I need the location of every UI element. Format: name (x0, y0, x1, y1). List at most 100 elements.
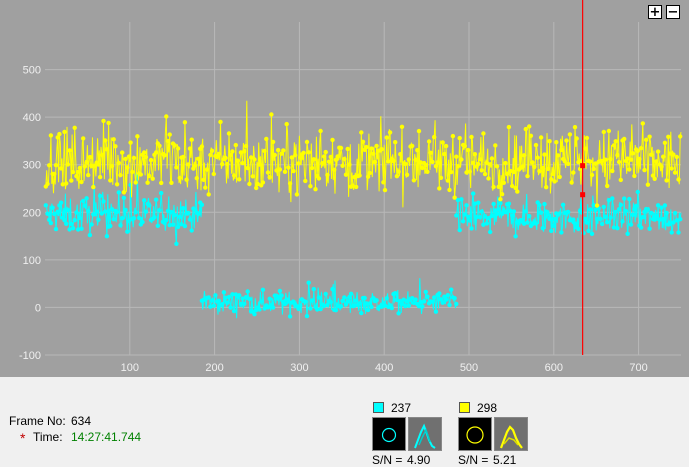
series-point (209, 148, 215, 153)
channel-2-spot-thumbnail[interactable] (458, 417, 492, 451)
series-point (125, 229, 130, 234)
series-point (399, 124, 405, 129)
series-point (318, 306, 323, 312)
series-point (199, 202, 205, 207)
series-point (481, 131, 486, 136)
series-point (240, 296, 245, 301)
series-point (467, 169, 472, 174)
series-point (106, 120, 111, 126)
series-point (386, 159, 391, 164)
series-point (462, 143, 467, 149)
series-point (342, 295, 347, 300)
series-point (404, 299, 410, 304)
zoom-out-button[interactable]: − (666, 5, 680, 20)
series-point (101, 118, 106, 124)
series-point (447, 187, 452, 193)
series-point (423, 289, 428, 295)
series-point (282, 169, 288, 174)
series-point (287, 181, 293, 186)
series-point (72, 125, 77, 130)
series-point (74, 210, 79, 215)
series-point (657, 217, 662, 222)
series-point (147, 203, 152, 208)
series-point (209, 298, 215, 303)
series-point (192, 163, 198, 168)
channel-2-trace-thumbnail[interactable] (494, 417, 528, 451)
series-point (662, 203, 668, 208)
series-line (201, 278, 457, 319)
trace-plot-panel[interactable]: -100 0 100 200 300 400 500 100 200 300 400 500 600 70… (0, 0, 689, 377)
series-point (606, 128, 612, 134)
series-point (116, 190, 122, 195)
series-point (557, 211, 562, 216)
y-tick-label: 200 (23, 207, 41, 219)
series-point (389, 305, 394, 311)
series-point (348, 291, 354, 296)
series-point (559, 230, 564, 235)
series-point (152, 215, 157, 220)
series-point (237, 293, 242, 298)
series-point (340, 163, 345, 168)
intensity-trace-chart[interactable]: -100 0 100 200 300 400 500 100 200 300 400 500 600 70… (0, 0, 689, 377)
series-point (652, 176, 657, 181)
series-point (216, 151, 221, 157)
series-point (218, 119, 223, 125)
series-point (667, 151, 673, 156)
cursor-marker-yellow (580, 163, 586, 169)
series-point (384, 296, 389, 301)
series-point (365, 174, 371, 179)
series-point (608, 156, 613, 162)
series-point (421, 299, 427, 304)
series-point (659, 164, 664, 169)
series-point (613, 139, 618, 144)
series-point (420, 304, 425, 309)
series-point (323, 291, 328, 297)
series-point (632, 173, 637, 179)
series-point (365, 307, 371, 313)
series-point (238, 301, 244, 307)
series-point (177, 214, 182, 219)
spot-circle-icon (381, 427, 397, 443)
series-point (528, 133, 534, 138)
series-point (114, 182, 120, 187)
series-point (455, 197, 461, 203)
series-point (345, 299, 350, 304)
series-point (601, 204, 606, 210)
series-point (498, 197, 503, 202)
channel-1-sn-label: S/N = (372, 453, 403, 467)
zoom-in-button[interactable]: + (648, 5, 662, 20)
series-point (247, 181, 252, 187)
series-point (425, 294, 430, 299)
series-point (279, 151, 284, 156)
series-point (384, 135, 389, 140)
series-point (84, 160, 89, 165)
x-tick-label: 300 (290, 362, 308, 374)
series-point (637, 156, 642, 162)
series-point (630, 151, 635, 156)
series-point (311, 157, 316, 162)
series-point (423, 162, 428, 168)
series-point (533, 142, 539, 148)
series-point (552, 216, 557, 222)
series-point (440, 140, 445, 145)
series-point (620, 219, 625, 224)
series-point (55, 135, 60, 140)
channel-1-spot-thumbnail[interactable] (372, 417, 406, 451)
series-point (53, 226, 59, 232)
series-point (330, 287, 335, 292)
series-point (247, 296, 252, 302)
series-point (109, 207, 115, 212)
series-point (293, 153, 298, 158)
series-point (196, 156, 201, 161)
series-point (315, 307, 320, 312)
series-point (635, 189, 640, 195)
series-point (428, 150, 433, 155)
series-point (666, 134, 671, 139)
series-point (535, 155, 540, 160)
series-point (265, 305, 271, 310)
series-point (226, 294, 232, 300)
series-point (506, 124, 512, 130)
series-point (270, 305, 276, 310)
channel-1-trace-thumbnail[interactable] (408, 417, 442, 451)
series-point (554, 140, 559, 145)
